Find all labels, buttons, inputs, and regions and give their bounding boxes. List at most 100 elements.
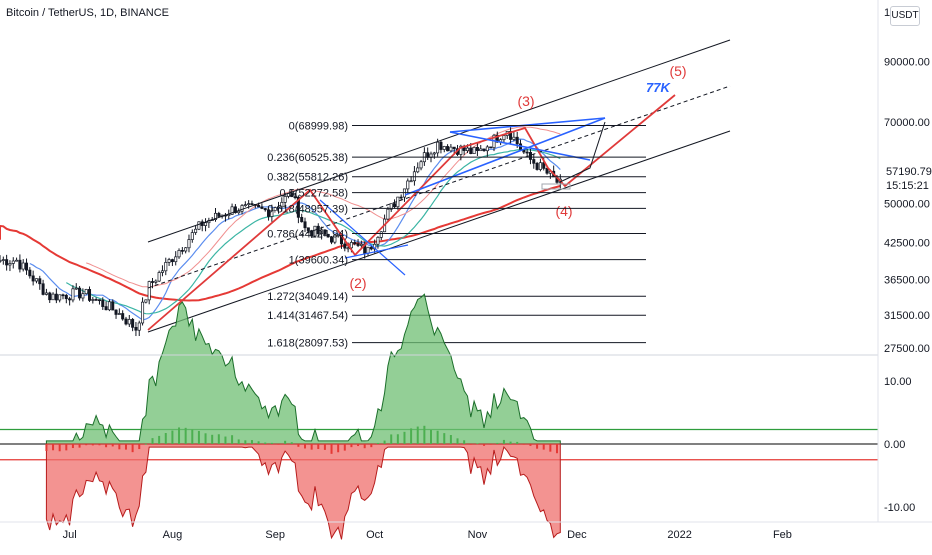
candle-body-down	[393, 203, 397, 208]
candle-body-up	[44, 292, 48, 295]
oscillator-histogram-bar	[124, 444, 127, 450]
oscillator-histogram-bar	[151, 438, 154, 444]
candle	[290, 189, 294, 198]
candle	[101, 297, 105, 310]
candle-body-up	[406, 180, 410, 190]
candle	[316, 223, 320, 237]
channel-upper-line	[147, 39, 731, 243]
oscillator-histogram-bar	[536, 444, 539, 449]
candle	[54, 288, 58, 304]
oscillator-tick-label: -10.00	[884, 502, 915, 514]
candle	[61, 293, 65, 300]
oscillator-histogram-bar	[410, 428, 413, 444]
candle-body-up	[204, 222, 208, 226]
trend-line-blue	[404, 117, 606, 196]
fib-level-label: 1.414(31467.54)	[267, 310, 348, 322]
price-tick-label-partial: 11	[884, 7, 895, 19]
candle	[396, 196, 400, 210]
channel-lower-line	[147, 130, 731, 333]
oscillator-histogram-bar	[502, 439, 505, 444]
oscillator-histogram-bar	[396, 434, 399, 444]
fib-level-label: 0.236(60525.38)	[267, 152, 348, 164]
price-tick-label: 42500.00	[884, 238, 930, 250]
candle-body-up	[194, 228, 198, 233]
candle-body-down	[131, 319, 135, 328]
candle-body-up	[270, 210, 274, 217]
time-tick-label: Feb	[773, 529, 792, 541]
candle	[154, 279, 158, 285]
candle	[333, 234, 337, 245]
oscillator-histogram-bar	[71, 444, 74, 449]
candle	[300, 213, 304, 223]
oscillator-histogram-bar	[217, 434, 220, 444]
candle-body-down	[353, 242, 357, 245]
candle	[267, 207, 271, 221]
candle	[323, 229, 327, 237]
candle-body-up	[137, 322, 141, 331]
current-price-label: 57190.79	[886, 166, 932, 178]
oscillator-histogram-bar	[231, 435, 234, 444]
candle-body-up	[349, 242, 353, 249]
long-moving-average-line	[0, 185, 561, 302]
oscillator-histogram-bar	[297, 444, 300, 447]
candle-body-up	[333, 234, 337, 243]
candle-body-down	[542, 162, 546, 169]
candle-body-down	[180, 250, 184, 252]
elliott-wave-label: (2)	[349, 275, 366, 291]
candle	[250, 200, 254, 205]
medium-moving-average-line	[66, 148, 561, 315]
candle	[114, 309, 118, 319]
candle	[84, 288, 88, 295]
candle	[320, 226, 324, 240]
candle-body-down	[326, 233, 330, 238]
candle-body-down	[343, 243, 347, 249]
candle	[535, 161, 539, 171]
oscillator-histogram-bar	[549, 444, 552, 452]
candle-body-up	[538, 162, 542, 170]
candle-body-down	[535, 162, 539, 170]
candle	[260, 203, 264, 210]
candle	[131, 318, 135, 332]
oscillator-histogram-bar	[423, 425, 426, 444]
candle-body-up	[247, 203, 251, 206]
candle-body-down	[41, 283, 45, 295]
candle	[538, 158, 542, 172]
oscillator-histogram-bar	[270, 442, 273, 444]
candle-body-down	[233, 206, 237, 214]
oscillator-histogram-bar	[184, 427, 187, 444]
candle	[160, 265, 164, 277]
candle-body-down	[515, 136, 519, 145]
candle	[184, 247, 188, 254]
time-tick-label: 2022	[667, 529, 691, 541]
candle-body-down	[316, 225, 320, 235]
candle-body-down	[121, 313, 125, 320]
candle-body-up	[81, 293, 85, 299]
candle	[283, 193, 287, 208]
candle-body-up	[276, 206, 281, 209]
oscillator-histogram-bar	[483, 444, 486, 446]
oscillator-histogram-bar	[197, 430, 200, 444]
candle-body-down	[5, 259, 9, 266]
oscillator-histogram-bar	[337, 444, 340, 453]
candle-body-up	[164, 262, 168, 272]
candle	[167, 257, 171, 266]
price-tick-label: 31500.00	[884, 310, 930, 322]
time-tick-label: Dec	[567, 529, 587, 541]
target-box	[541, 183, 571, 190]
candle-body-up	[243, 204, 247, 207]
candle-body-down	[469, 147, 473, 155]
candle	[393, 199, 397, 209]
candle-body-down	[330, 236, 334, 243]
symbol-title[interactable]: Bitcoin / TetherUS, 1D, BINANCE	[6, 7, 170, 19]
candle	[528, 148, 532, 165]
candle-body-down	[310, 230, 314, 237]
candle-body-down	[38, 278, 42, 285]
candle-body-up	[21, 262, 25, 270]
candle	[58, 294, 62, 303]
oscillator-histogram-bar	[317, 444, 320, 450]
candle	[489, 146, 493, 149]
currency-badge[interactable]: USDT	[890, 6, 920, 26]
oscillator-histogram-bar	[138, 444, 141, 450]
